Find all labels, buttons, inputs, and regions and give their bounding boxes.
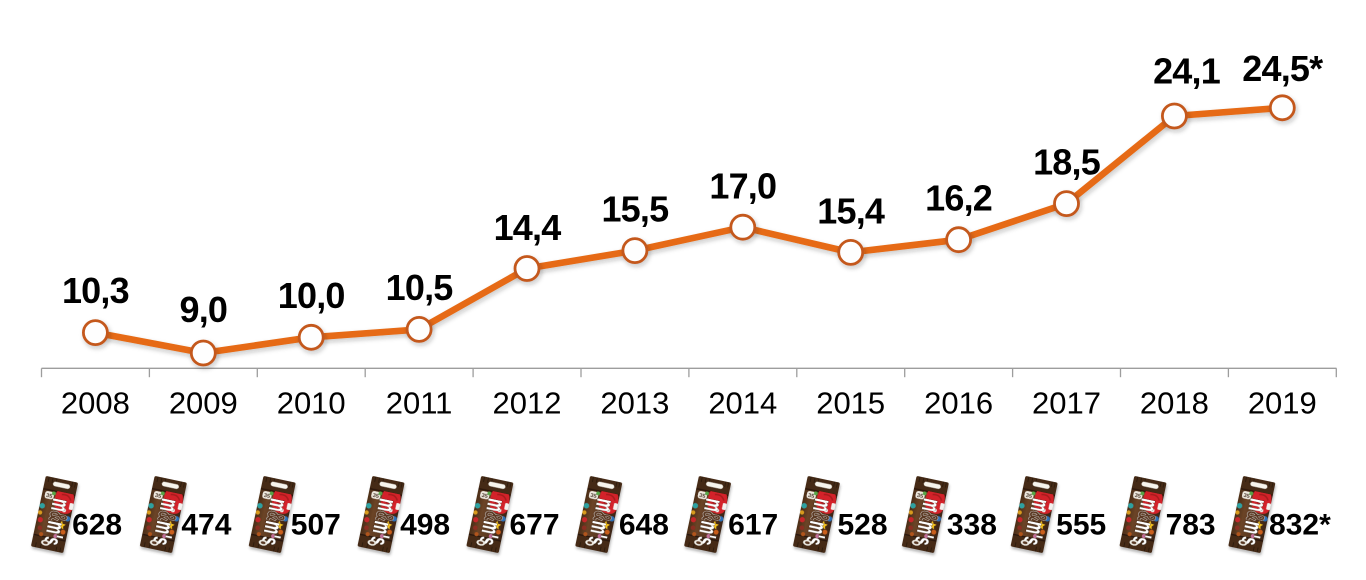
svg-text:2013: 2013 [600, 386, 669, 421]
svg-text:9,0: 9,0 [179, 289, 227, 330]
svg-text:832*: 832* [1269, 509, 1331, 542]
svg-text:16,2: 16,2 [925, 178, 992, 219]
svg-text:2019: 2019 [1248, 386, 1317, 421]
svg-text:617: 617 [728, 509, 778, 542]
svg-text:528: 528 [837, 509, 887, 542]
svg-text:648: 648 [619, 509, 669, 542]
svg-text:783: 783 [1166, 509, 1216, 542]
svg-text:338: 338 [947, 509, 997, 542]
svg-text:677: 677 [509, 509, 559, 542]
svg-text:2009: 2009 [169, 386, 238, 421]
svg-text:2018: 2018 [1140, 386, 1209, 421]
svg-text:15,5: 15,5 [601, 189, 669, 230]
svg-text:555: 555 [1056, 509, 1106, 542]
svg-text:2012: 2012 [493, 386, 562, 421]
svg-text:24,5*: 24,5* [1242, 48, 1323, 89]
svg-text:474: 474 [181, 509, 231, 542]
svg-text:2015: 2015 [816, 386, 885, 421]
svg-text:2016: 2016 [924, 386, 993, 421]
svg-text:2011: 2011 [386, 386, 453, 421]
svg-text:17,0: 17,0 [709, 165, 776, 206]
svg-text:2010: 2010 [277, 386, 346, 421]
svg-text:10,3: 10,3 [62, 270, 129, 311]
svg-text:15,4: 15,4 [817, 190, 885, 231]
svg-text:507: 507 [291, 509, 341, 542]
svg-text:24,1: 24,1 [1153, 51, 1221, 92]
svg-text:2008: 2008 [61, 386, 130, 421]
svg-text:498: 498 [400, 509, 450, 542]
svg-text:2014: 2014 [708, 386, 777, 421]
svg-text:14,4: 14,4 [494, 207, 562, 248]
svg-text:18,5: 18,5 [1033, 142, 1101, 183]
svg-text:2017: 2017 [1032, 386, 1101, 421]
svg-text:10,5: 10,5 [386, 267, 454, 308]
svg-text:10,0: 10,0 [278, 275, 345, 316]
svg-text:628: 628 [72, 509, 122, 542]
